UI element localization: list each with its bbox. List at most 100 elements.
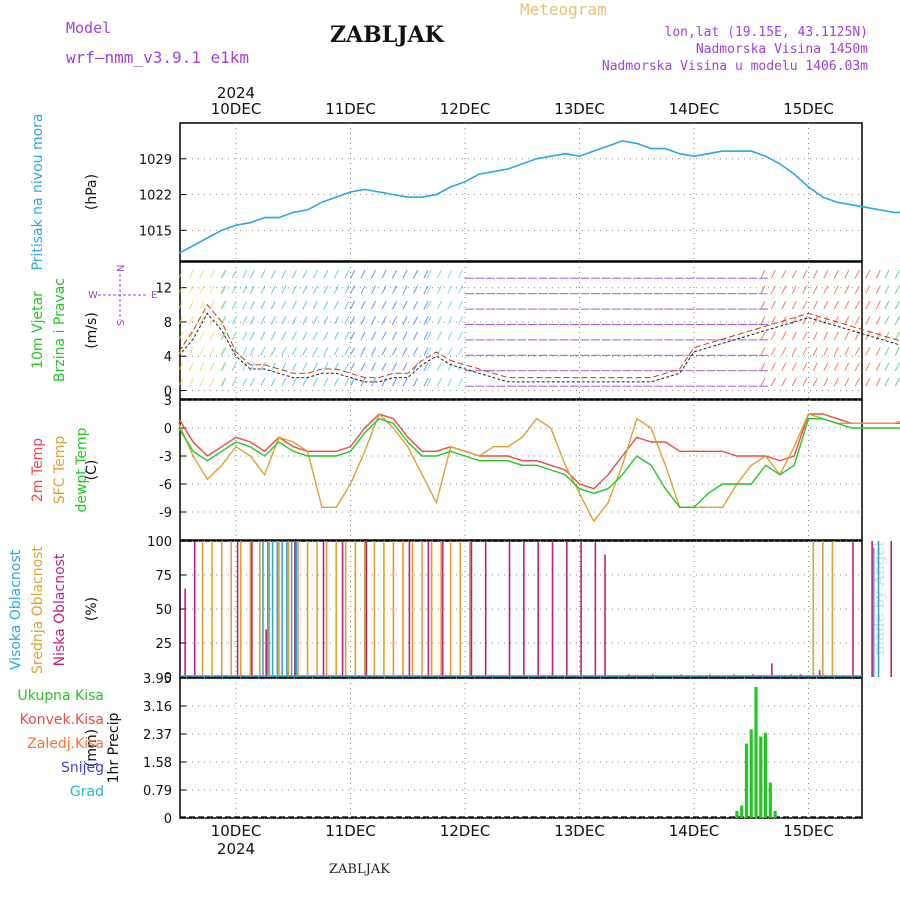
wind-barb [291, 316, 297, 325]
wind-barb [884, 377, 890, 387]
wind-barb [178, 362, 184, 371]
wind-barb [231, 347, 237, 356]
wind-barb [220, 285, 226, 294]
wind-barb [457, 331, 463, 341]
wind-barb [242, 285, 248, 294]
wind-barb [833, 347, 839, 356]
day-label-top: 10DEC [211, 100, 262, 118]
sfc-temp-line [178, 412, 900, 523]
y-tick-label: 0 [164, 422, 172, 437]
wind-barb [436, 377, 442, 387]
station-title: ZABLJAK [330, 22, 444, 48]
wind-barb [381, 362, 387, 371]
wind-barb [802, 269, 808, 279]
wind-barb [844, 347, 850, 356]
wind-barb [371, 285, 377, 294]
wind-barb [447, 347, 453, 356]
y-tick-label: 50 [155, 603, 172, 618]
wind-barb [823, 347, 829, 356]
wind-barb [312, 300, 318, 310]
model-label: Model [66, 19, 112, 37]
wind-barb [221, 269, 227, 279]
wind-barb [875, 316, 881, 325]
wind-barb [812, 285, 818, 294]
wind-barb [231, 300, 237, 310]
wind-barb [802, 316, 808, 325]
panel-frame [179, 122, 863, 262]
wind-barb [426, 269, 432, 279]
wind-barb [791, 269, 797, 279]
wind-barb [220, 316, 226, 325]
wind-barb [371, 331, 377, 341]
wind-barb [884, 316, 890, 325]
model-elevation-text: Nadmorska Visina u modelu 1406.03m [601, 59, 868, 74]
precip-legend-3: Snijeg [61, 760, 104, 776]
wind-barb [323, 331, 329, 341]
y-tick-label: 1029 [139, 153, 172, 168]
wind-gust-line [178, 303, 900, 379]
wind-barb [812, 316, 818, 325]
wind-barb [894, 347, 900, 356]
wind-barb [894, 316, 900, 325]
wind-barb [426, 285, 432, 294]
wind-barb [447, 362, 453, 371]
day-label-bottom: 13DEC [554, 822, 605, 840]
wind-barb [436, 331, 442, 341]
wind-barb [220, 377, 226, 387]
unit-label: (%) [84, 597, 100, 621]
wind-barb [360, 285, 366, 294]
footer-station: ZABLJAK [329, 862, 390, 877]
wind-barb [302, 377, 308, 387]
wind-barb [381, 285, 387, 294]
wind-barb [844, 331, 850, 341]
wind-barb [447, 285, 453, 294]
wind-barb [249, 316, 255, 325]
wind-barb [894, 362, 900, 371]
unit-label: (hPa) [84, 174, 100, 210]
wind-barb [844, 285, 850, 294]
wind-barb [231, 316, 237, 325]
wind-barb [199, 269, 205, 279]
wind-barb [423, 331, 429, 341]
wind-barb [413, 377, 419, 387]
wind-barb [381, 269, 387, 279]
wind-barb [802, 285, 808, 294]
wind-barb [333, 347, 339, 356]
wind-barb [791, 377, 797, 387]
y-tick-label: 2.37 [143, 728, 172, 743]
wind-barb [242, 331, 248, 341]
wind-barb [833, 362, 839, 371]
wind-barb [770, 300, 776, 310]
wind-barb [894, 285, 900, 294]
wind-barb [199, 285, 205, 294]
wind-barb [281, 269, 287, 279]
precip-bar [740, 805, 744, 818]
wind-barb [875, 362, 881, 371]
wind-barb [770, 331, 776, 341]
y-tick-label: 75 [155, 569, 172, 584]
wind-barb [249, 377, 255, 387]
wind-barb [344, 300, 350, 310]
wind-barb [270, 285, 276, 294]
y-tick-label: 25 [155, 637, 172, 652]
wind-barb [188, 316, 194, 325]
wind-barb [249, 269, 255, 279]
wind-barb [323, 269, 329, 279]
wind-barb [436, 347, 442, 356]
pressure-axis-title: Pritisak na nivou mora [30, 113, 46, 270]
wind-barb [447, 316, 453, 325]
wind-barb [270, 347, 276, 356]
coords-text: lon,lat (19.15E, 43.1125N) [664, 25, 869, 40]
wind-barb [188, 347, 194, 356]
wind-barb [760, 347, 766, 356]
wind-barb [402, 377, 408, 387]
wind-barb [291, 300, 297, 310]
wind-barb [770, 377, 776, 387]
wind-barb [344, 347, 350, 356]
wind-barb [178, 316, 184, 325]
day-label-top: 15DEC [783, 100, 834, 118]
wind-barb [333, 331, 339, 341]
wind-barb [188, 285, 194, 294]
wind-barb [392, 347, 398, 356]
